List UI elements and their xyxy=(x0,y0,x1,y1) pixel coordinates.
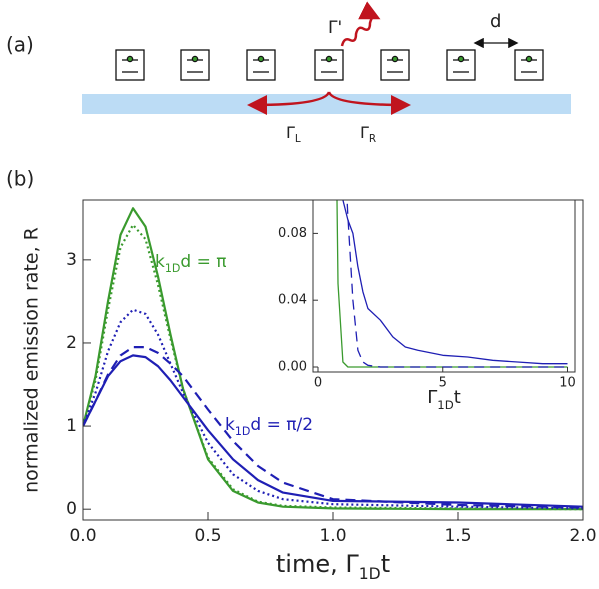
x-tick-label: 5 xyxy=(439,376,447,391)
series-line xyxy=(342,200,568,365)
text-part: k xyxy=(225,415,235,435)
subscript: 1D xyxy=(165,262,181,275)
gamma-right: ΓR xyxy=(360,123,376,146)
x-tick-label: 10 xyxy=(559,376,576,391)
subscript: L xyxy=(295,133,301,145)
text-part: d = π xyxy=(180,252,226,272)
waveguide xyxy=(82,94,571,114)
text-part: Γ xyxy=(360,123,369,142)
gamma-prime: Γ' xyxy=(328,18,342,38)
spacing-label: d xyxy=(490,11,501,32)
text-part: k xyxy=(155,252,165,272)
y-tick-label: 0.04 xyxy=(278,293,307,308)
text-part: t xyxy=(454,387,461,408)
axes-frame xyxy=(312,199,576,373)
annotation: k1Dd = π/2 xyxy=(225,415,313,438)
series-line xyxy=(83,308,583,510)
text-part: Γ xyxy=(427,387,437,408)
y-tick-label: 2 xyxy=(66,333,77,353)
x-tick-label: 0 xyxy=(314,376,322,391)
x-tick-label: 1.0 xyxy=(319,526,346,546)
y-axis-label: normalized emission rate, R xyxy=(21,227,43,493)
x-tick-label: 0.0 xyxy=(69,526,96,546)
y-tick-label: 0.00 xyxy=(278,359,307,374)
chart: 0 5 10 0.00 0.04 0.08 Γ1Dt xyxy=(278,199,576,412)
series-line xyxy=(83,346,583,509)
x-axis-label: Γ1Dt xyxy=(427,387,461,412)
subscript: 1D xyxy=(437,398,453,412)
series-line xyxy=(346,200,568,368)
arrow-right xyxy=(327,91,411,115)
emission-wave xyxy=(340,1,381,47)
panel-a: (a) Γ' d ΓL ΓR (b) xyxy=(6,1,571,191)
arrow-left xyxy=(247,91,331,115)
panel-label: (a) xyxy=(6,33,34,57)
lines xyxy=(336,200,568,368)
text-part: Γ xyxy=(286,123,295,142)
y-tick-label: 3 xyxy=(66,250,77,270)
atoms xyxy=(115,49,544,81)
subscript: 1D xyxy=(359,565,381,583)
subscript: 1D xyxy=(235,425,251,438)
y-tick-label: 0 xyxy=(66,499,77,519)
y-tick-label: 1 xyxy=(66,416,77,436)
x-axis-label: time, Γ1Dt xyxy=(276,550,390,583)
text-part: d = π/2 xyxy=(250,415,313,435)
x-tick-label: 2.0 xyxy=(569,526,596,546)
series-line xyxy=(83,354,583,508)
lines xyxy=(83,207,583,511)
x-tick-label: 1.5 xyxy=(444,526,471,546)
panel-label: (b) xyxy=(6,167,34,191)
subscript: R xyxy=(369,133,376,145)
series-line xyxy=(83,223,583,511)
series-line xyxy=(83,207,583,511)
gamma-left: ΓL xyxy=(286,123,301,146)
text-part: time, Γ xyxy=(276,550,359,578)
annotation: k1Dd = π xyxy=(155,252,226,275)
x-tick-label: 0.5 xyxy=(194,526,221,546)
inset-bg xyxy=(313,200,575,372)
text-part: t xyxy=(381,550,390,578)
y-tick-label: 0.08 xyxy=(278,226,307,241)
